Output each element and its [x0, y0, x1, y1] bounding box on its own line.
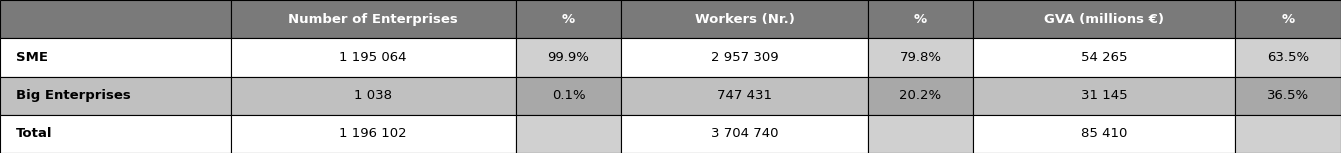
Text: Workers (Nr.): Workers (Nr.) [695, 13, 794, 26]
Text: 54 265: 54 265 [1081, 51, 1128, 64]
Bar [231, 115, 515, 153]
Text: 1 195 064: 1 195 064 [339, 51, 406, 64]
Bar [974, 115, 1235, 153]
Text: %: % [915, 13, 927, 26]
Text: 3 704 740: 3 704 740 [711, 127, 778, 140]
Bar [0, 76, 231, 115]
Bar [1235, 0, 1341, 38]
Bar [515, 38, 621, 76]
Text: %: % [562, 13, 575, 26]
Bar [868, 115, 974, 153]
Bar [974, 76, 1235, 115]
Bar [974, 38, 1235, 76]
Bar [868, 38, 974, 76]
Text: Total: Total [16, 127, 52, 140]
Bar [1235, 115, 1341, 153]
Bar [0, 0, 231, 38]
Text: Number of Enterprises: Number of Enterprises [288, 13, 457, 26]
Text: SME: SME [16, 51, 48, 64]
Text: 2 957 309: 2 957 309 [711, 51, 778, 64]
Bar [515, 0, 621, 38]
Text: 1 196 102: 1 196 102 [339, 127, 406, 140]
Text: 79.8%: 79.8% [900, 51, 941, 64]
Bar [974, 0, 1235, 38]
Bar [231, 0, 515, 38]
Bar [868, 76, 974, 115]
Text: GVA (millions €): GVA (millions €) [1045, 13, 1164, 26]
Bar [515, 76, 621, 115]
Bar [1235, 38, 1341, 76]
Bar [231, 76, 515, 115]
Text: 99.9%: 99.9% [547, 51, 590, 64]
Bar [621, 0, 868, 38]
Text: 20.2%: 20.2% [900, 89, 941, 102]
Text: Big Enterprises: Big Enterprises [16, 89, 131, 102]
Text: 1 038: 1 038 [354, 89, 392, 102]
Text: 63.5%: 63.5% [1267, 51, 1309, 64]
Bar [1235, 76, 1341, 115]
Text: 31 145: 31 145 [1081, 89, 1128, 102]
Text: 85 410: 85 410 [1081, 127, 1128, 140]
Bar [621, 115, 868, 153]
Bar [515, 115, 621, 153]
Bar [868, 0, 974, 38]
Bar [231, 38, 515, 76]
Text: 747 431: 747 431 [717, 89, 772, 102]
Text: %: % [1282, 13, 1294, 26]
Bar [0, 115, 231, 153]
Text: 0.1%: 0.1% [551, 89, 585, 102]
Bar [621, 76, 868, 115]
Text: 36.5%: 36.5% [1267, 89, 1309, 102]
Bar [0, 38, 231, 76]
Bar [621, 38, 868, 76]
